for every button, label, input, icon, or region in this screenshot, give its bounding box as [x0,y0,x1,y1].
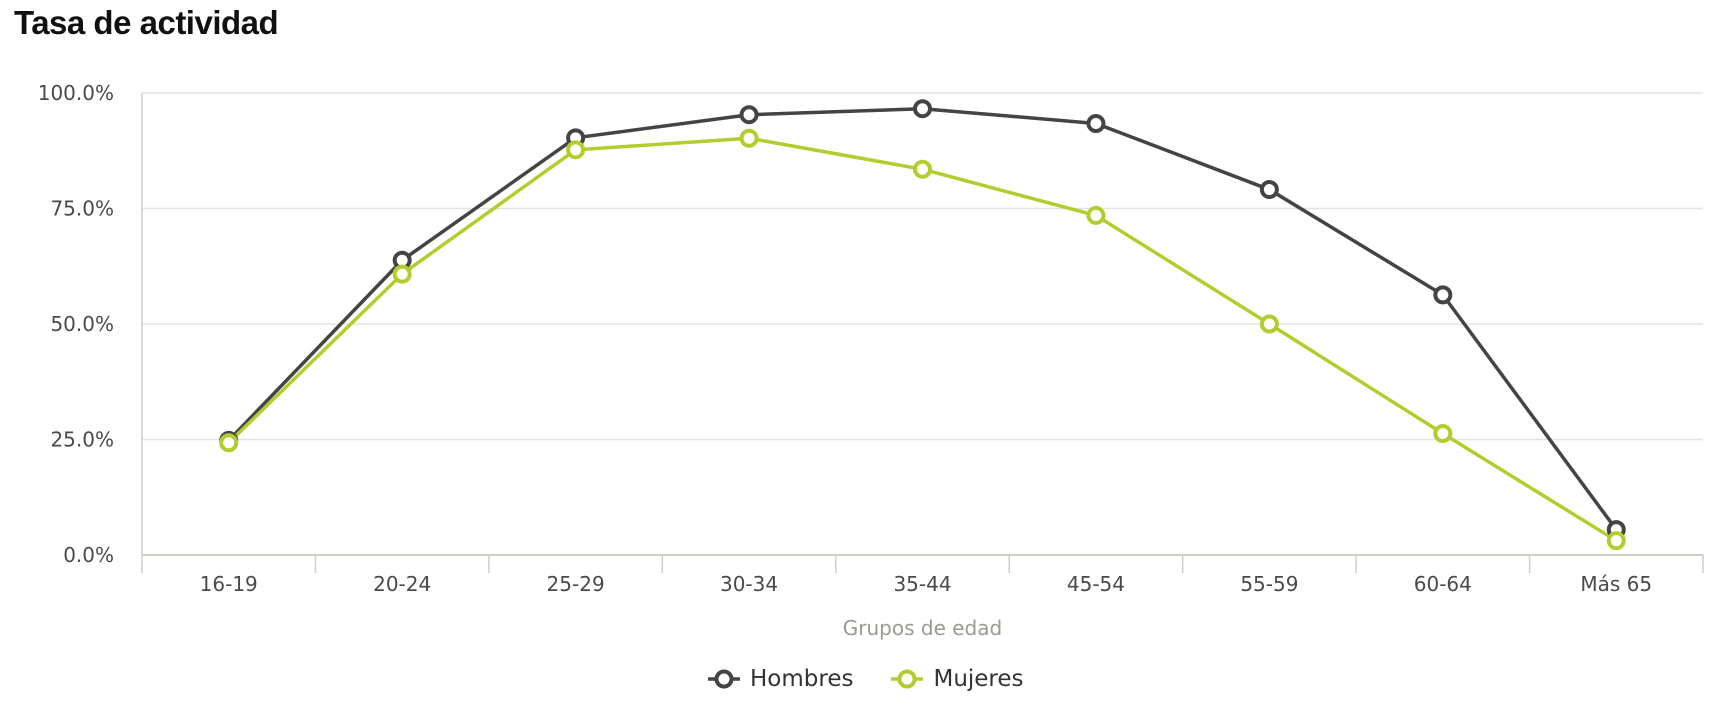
data-point-mujeres[interactable] [739,128,759,148]
data-point-hombres[interactable] [1086,113,1106,133]
x-axis-title: Grupos de edad [843,616,1002,640]
x-tick-label: Más 65 [1580,572,1652,596]
data-point-hombres[interactable] [739,105,759,125]
data-point-mujeres[interactable] [913,159,932,179]
data-point-hombres[interactable] [913,99,932,119]
data-point-mujeres[interactable] [1259,314,1279,334]
data-point-hombres[interactable] [1433,285,1453,305]
data-point-mujeres[interactable] [566,140,586,160]
legend-marker-icon [708,669,740,689]
data-point-mujeres[interactable] [219,433,239,453]
x-tick-label: 25-29 [547,572,605,596]
data-point-mujeres[interactable] [1606,531,1626,551]
y-tick-label: 75.0% [50,197,114,221]
grid-lines [142,92,1703,441]
x-tick-label: 20-24 [373,572,431,596]
legend-marker [897,669,917,689]
series-line-mujeres [227,136,1618,543]
legend-items: Hombres Mujeres [706,666,1024,692]
data-points [219,99,1626,551]
x-tick-label: 30-34 [720,572,778,596]
x-tick-label: 35-44 [893,572,951,596]
data-point-hombres[interactable] [1259,180,1279,200]
y-tick-label: 50.0% [50,312,114,336]
data-point-mujeres[interactable] [1433,423,1453,443]
y-tick-label: 25.0% [50,428,114,452]
legend-label: Hombres [750,666,854,692]
data-point-mujeres[interactable] [392,264,412,284]
x-tick-label: 60-64 [1414,572,1472,596]
legend-marker-icon [891,669,924,689]
legend-item-mujeres[interactable]: Mujeres [889,666,1024,692]
chart-title: Tasa de actividad [14,4,279,41]
data-point-mujeres[interactable] [1086,205,1106,225]
legend-item-hombres[interactable]: Hombres [706,666,853,692]
axes: 0.0% 25.0% 50.0% 75.0% 100.0% 16-19 20-24 25-29… [38,81,1704,596]
x-tick-label: 16-19 [200,572,258,596]
y-tick-label: 0.0% [63,543,114,567]
x-tick-label: 45-54 [1067,572,1125,596]
legend-label: Mujeres [933,666,1024,692]
legend-marker [714,669,734,689]
x-tick-label: 55-59 [1240,572,1298,596]
line-chart: 0.0% 25.0% 50.0% 75.0% 100.0% 16-19 20-24 25-29… [38,81,1704,640]
y-tick-label: 100.0% [38,81,114,105]
